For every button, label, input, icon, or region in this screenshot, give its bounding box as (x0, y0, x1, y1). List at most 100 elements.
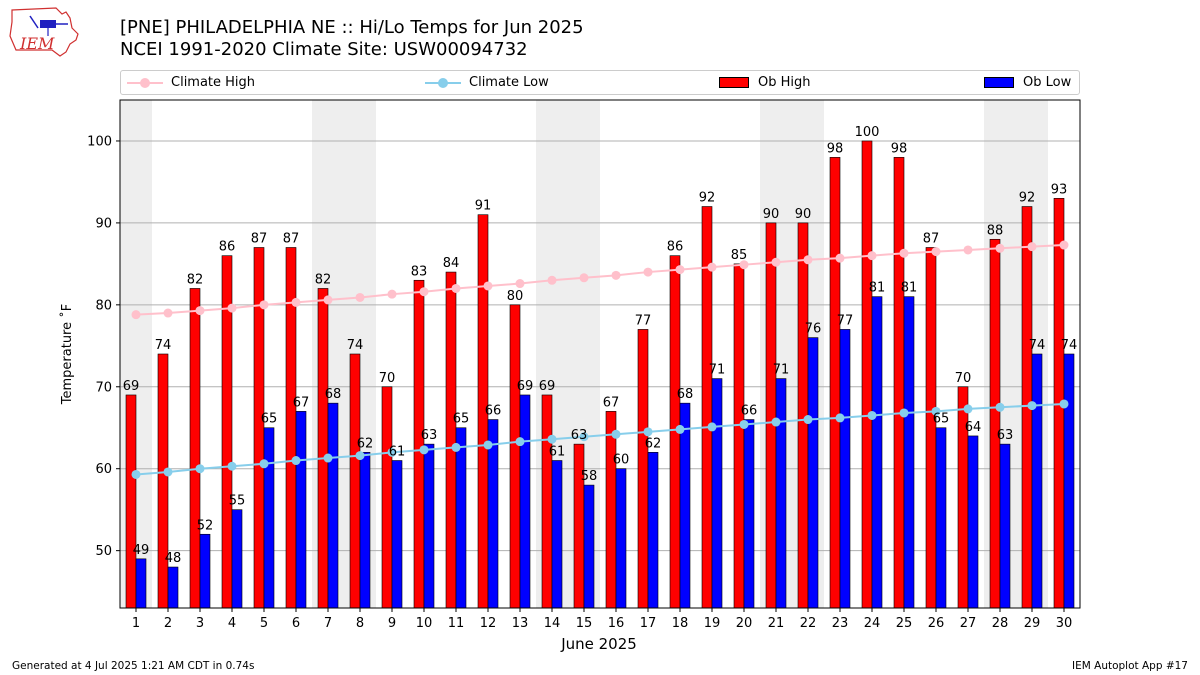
ob-low-label-day-4: 55 (229, 494, 246, 509)
ob-low-bar-day-14 (551, 460, 563, 609)
ob-low-label-day-17: 62 (645, 436, 662, 451)
ob-low-bar-day-17 (647, 452, 659, 609)
climate-high-point-day-2 (163, 308, 173, 318)
y-tick-label-80: 80 (95, 298, 112, 313)
ob-high-label-day-17: 77 (635, 313, 652, 328)
ob-high-bar-day-16 (605, 411, 617, 609)
climate-high-point-day-9 (387, 289, 397, 299)
bars (125, 140, 1075, 609)
climate-high-line (135, 244, 1065, 316)
ob-low-label-day-26: 65 (933, 412, 950, 427)
ob-low-bar-day-10 (423, 443, 435, 609)
y-axis-label: Temperature ˚F (59, 304, 75, 405)
ob-high-bar-day-11 (445, 271, 457, 609)
climate-high-point-day-22 (803, 255, 813, 265)
ob-high-bar-day-28 (989, 238, 1001, 609)
ob-high-label-day-7: 82 (315, 272, 332, 287)
ob-high-bar-day-10 (413, 279, 425, 609)
x-tick-label-9: 9 (388, 616, 396, 631)
climate-high-point-day-5 (259, 300, 269, 310)
ob-low-label-day-13: 69 (517, 379, 534, 394)
climate-low-marker-icon (425, 75, 461, 91)
ob-low-bar-day-11 (455, 427, 467, 609)
x-tick-label-1: 1 (132, 616, 140, 631)
ob-high-swatch-icon (719, 77, 749, 88)
x-tick-label-24: 24 (864, 616, 881, 631)
ob-high-label-day-12: 91 (475, 199, 492, 214)
climate-high-point-day-19 (707, 262, 717, 272)
legend-climate-high-label: Climate High (171, 75, 256, 90)
ob-low-bar-day-8 (359, 452, 371, 609)
x-tick-label-17: 17 (640, 616, 657, 631)
ob-high-bar-day-9 (381, 386, 393, 609)
ob-high-label-day-29: 92 (1019, 191, 1036, 206)
ob-low-bar-day-13 (519, 394, 531, 609)
ob-low-bar-day-26 (935, 427, 947, 609)
climate-low-point-day-7 (323, 453, 333, 463)
climate-low-point-day-10 (419, 445, 429, 455)
climate-high-point-day-16 (611, 270, 621, 280)
legend-climate-low: Climate Low (425, 71, 549, 94)
climate-low-point-day-23 (835, 413, 845, 423)
climate-low-point-day-14 (547, 434, 557, 444)
x-tick-label-25: 25 (896, 616, 913, 631)
ob-low-bar-day-18 (679, 402, 691, 609)
ob-low-bar-day-27 (967, 435, 979, 609)
ob-low-label-day-23: 77 (837, 313, 854, 328)
ob-high-label-day-28: 88 (987, 223, 1004, 238)
climate-high-point-day-26 (931, 247, 941, 257)
ob-high-label-day-22: 90 (795, 207, 812, 222)
x-tick-label-11: 11 (448, 616, 465, 631)
plot-frame (119, 99, 1081, 609)
ob-low-label-day-3: 52 (197, 518, 214, 533)
climate-low-point-day-29 (1027, 401, 1037, 411)
climate-high-point-day-14 (547, 275, 557, 285)
ob-high-label-day-30: 93 (1051, 182, 1068, 197)
x-tick-label-5: 5 (260, 616, 268, 631)
x-tick-label-27: 27 (960, 616, 977, 631)
ob-low-label-day-7: 68 (325, 387, 342, 402)
ob-low-label-day-12: 66 (485, 404, 502, 419)
climate-low-point-day-2 (163, 467, 173, 477)
climate-low-point-day-24 (867, 410, 877, 420)
climate-high-point-day-17 (643, 267, 653, 277)
ob-high-bar-day-1 (125, 394, 137, 609)
ob-low-label-day-10: 63 (421, 428, 438, 443)
y-tick-label-90: 90 (95, 216, 112, 231)
chart-legend: Climate High Climate Low Ob High Ob Low (120, 70, 1080, 95)
x-tick-label-3: 3 (196, 616, 204, 631)
climate-low-point-day-11 (451, 442, 461, 452)
climate-low-point-day-18 (675, 424, 685, 434)
x-tick-label-18: 18 (672, 616, 689, 631)
climate-high-point-day-18 (675, 265, 685, 275)
climate-high-point-day-4 (227, 303, 237, 313)
ob-low-label-day-19: 71 (709, 363, 726, 378)
x-tick-label-23: 23 (832, 616, 849, 631)
chart-title: [PNE] PHILADELPHIA NE :: Hi/Lo Temps for… (120, 17, 584, 61)
climate-high-point-day-24 (867, 251, 877, 261)
y-tick-label-50: 50 (95, 544, 112, 559)
climate-low-point-day-13 (515, 437, 525, 447)
ob-low-swatch-icon (984, 77, 1014, 88)
ob-low-bar-day-19 (711, 378, 723, 609)
climate-low-point-day-26 (931, 406, 941, 416)
x-tick-label-2: 2 (164, 616, 172, 631)
x-tick-label-12: 12 (480, 616, 497, 631)
ob-low-label-day-14: 61 (549, 445, 566, 460)
ob-low-bar-day-25 (903, 296, 915, 609)
climate-high-point-day-20 (739, 260, 749, 270)
ob-low-label-day-6: 67 (293, 395, 310, 410)
climate-low-point-day-21 (771, 417, 781, 427)
climate-low-point-day-30 (1059, 399, 1069, 409)
climate-high-point-day-3 (195, 306, 205, 316)
x-tick-label-22: 22 (800, 616, 817, 631)
bar-value-labels: 69 74 82 86 87 87 82 74 70 83 84 91 80 69 63 67 77 86 92 85… (123, 125, 1078, 566)
ob-low-bar-day-6 (295, 411, 307, 609)
ob-low-bar-day-20 (743, 419, 755, 609)
ob-high-bar-day-2 (157, 353, 169, 609)
ob-high-label-day-5: 87 (251, 231, 268, 246)
ob-high-label-day-18: 86 (667, 240, 684, 255)
ob-high-label-day-4: 86 (219, 240, 236, 255)
ob-high-label-day-21: 90 (763, 207, 780, 222)
